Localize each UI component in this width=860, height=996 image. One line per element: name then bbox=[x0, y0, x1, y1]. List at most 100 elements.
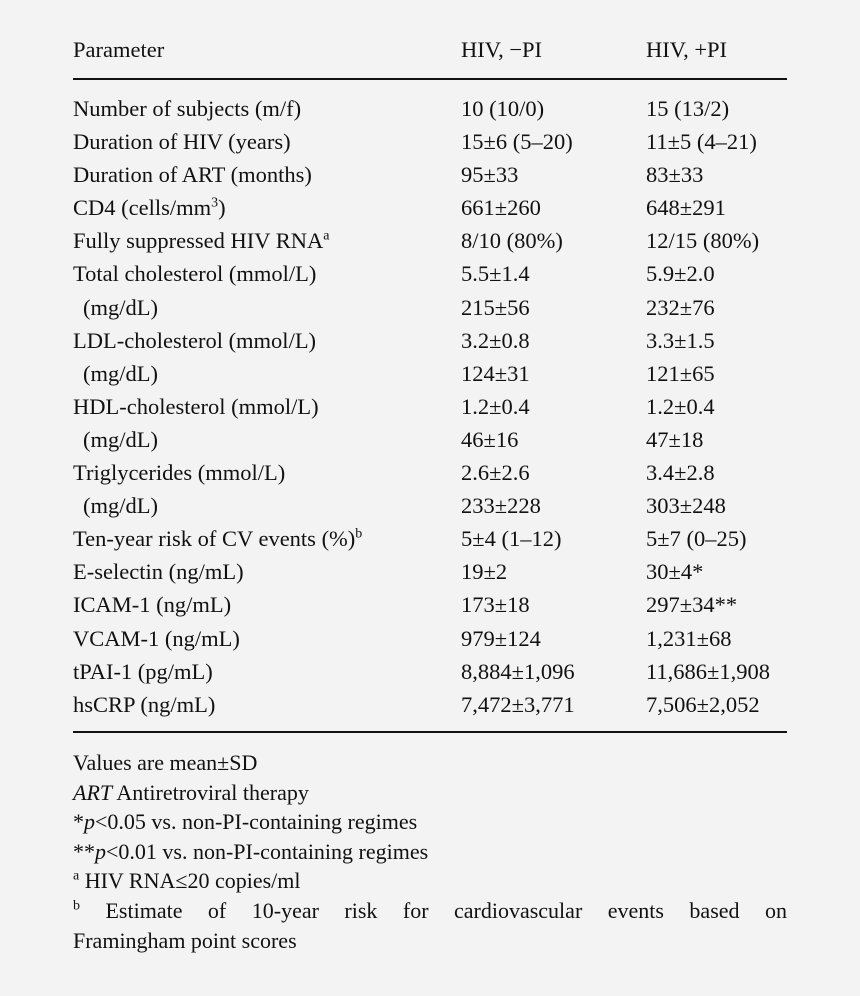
row-parameter-text: Duration of ART (months) bbox=[73, 162, 312, 188]
row-value-minus-pi: 661±260 bbox=[461, 195, 541, 221]
table-footnotes: Values are mean±SD ART Antiretroviral th… bbox=[73, 748, 787, 955]
row-value-minus-pi: 215±56 bbox=[461, 294, 530, 320]
row-parameter-label: Duration of ART (months) bbox=[73, 162, 312, 187]
table-row: tPAI-1 (pg/mL) 8,884±1,096 11,686±1,908 bbox=[73, 655, 787, 688]
row-parameter-label: E-selectin (ng/mL) bbox=[73, 559, 244, 584]
row-parameter-text: Duration of HIV (years) bbox=[73, 129, 291, 155]
row-parameter-text: HDL-cholesterol (mmol/L) bbox=[73, 393, 319, 419]
row-parameter-text: ICAM-1 (ng/mL) bbox=[73, 592, 232, 618]
table-row: HDL-cholesterol (mmol/L) 1.2±0.4 1.2±0.4 bbox=[73, 390, 787, 423]
table-row: CD4 (cells/mm3) 661±260 648±291 bbox=[73, 191, 787, 224]
table-row: hsCRP (ng/mL) 7,472±3,771 7,506±2,052 bbox=[73, 688, 787, 721]
table-row: Fully suppressed HIV RNAa 8/10 (80%) 12/15… bbox=[73, 224, 787, 257]
row-parameter-cell: E-selectin (ng/mL) bbox=[73, 555, 461, 588]
row-value-plus-pi: 12/15 (80%) bbox=[646, 228, 760, 254]
row-parameter-cell: ICAM-1 (ng/mL) bbox=[73, 588, 461, 621]
row-parameter-cell: LDL-cholesterol (mmol/L) bbox=[73, 324, 461, 357]
footnote-b-continued: Framingham point scores bbox=[73, 927, 297, 953]
row-parameter-text: (mg/dL) bbox=[83, 294, 158, 320]
row-parameter-label: CD4 (cells/mm3) bbox=[73, 195, 226, 220]
row-parameter-superscript: a bbox=[323, 228, 330, 244]
table-row: (mg/dL) 215±56 232±76 bbox=[73, 291, 787, 324]
footnote-p01-p: p bbox=[95, 838, 106, 864]
row-value-minus-pi: 15±6 (5–20) bbox=[461, 129, 573, 155]
row-value-minus-pi: 10 (10/0) bbox=[461, 96, 545, 121]
row-parameter-label: (mg/dL) bbox=[73, 291, 158, 324]
row-parameter-text: E-selectin (ng/mL) bbox=[73, 559, 244, 585]
row-parameter-text: tPAI-1 (pg/mL) bbox=[73, 658, 213, 684]
row-parameter-cell: (mg/dL) bbox=[73, 423, 461, 456]
row-parameter-label: tPAI-1 (pg/mL) bbox=[73, 659, 213, 684]
table-row: Number of subjects (m/f) 10 (10/0) 15 (13/… bbox=[73, 78, 787, 125]
table-row: Ten-year risk of CV events (%)b 5±4 (1–12… bbox=[73, 522, 787, 555]
row-parameter-text: Triglycerides (mmol/L) bbox=[73, 460, 286, 486]
footnote-b: b Estimate of 10-year risk for cardiovas… bbox=[73, 896, 787, 926]
table-row: Duration of HIV (years) 15±6 (5–20) 11±5 (… bbox=[73, 125, 787, 158]
row-value-plus-pi: 1.2±0.4 bbox=[646, 393, 715, 419]
row-parameter-superscript: b bbox=[355, 526, 363, 542]
row-value-plus-pi: 5.9±2.0 bbox=[646, 261, 715, 287]
row-value-plus-pi: 3.3±1.5 bbox=[646, 327, 715, 353]
row-parameter-text-end: ) bbox=[218, 195, 226, 221]
footnote-a-text: HIV RNA≤20 copies/ml bbox=[79, 868, 301, 894]
footnote-p01: **p<0.01 vs. non-PI-containing regimes bbox=[73, 837, 787, 867]
table-row: Triglycerides (mmol/L) 2.6±2.6 3.4±2.8 bbox=[73, 456, 787, 489]
row-parameter-text: CD4 (cells/mm bbox=[73, 195, 212, 221]
row-parameter-cell: hsCRP (ng/mL) bbox=[73, 688, 461, 721]
row-parameter-cell: (mg/dL) bbox=[73, 489, 461, 522]
footnote-art: ART Antiretroviral therapy bbox=[73, 778, 787, 808]
row-parameter-text: (mg/dL) bbox=[83, 493, 158, 519]
row-parameter-text: Ten-year risk of CV events (%) bbox=[73, 526, 356, 552]
row-value-plus-pi: 15 (13/2) bbox=[646, 96, 730, 121]
footnote-values: Values are mean±SD bbox=[73, 750, 258, 775]
table-row: (mg/dL) 46±16 47±18 bbox=[73, 423, 787, 456]
row-value-minus-pi: 124±31 bbox=[461, 360, 530, 386]
row-value-plus-pi: 30±4* bbox=[646, 559, 704, 585]
footnote-p05-star: * bbox=[73, 809, 84, 835]
row-value-minus-pi: 5.5±1.4 bbox=[461, 261, 530, 287]
row-parameter-text: (mg/dL) bbox=[83, 426, 158, 452]
row-value-minus-pi: 2.6±2.6 bbox=[461, 460, 530, 486]
table-row: LDL-cholesterol (mmol/L) 3.2±0.8 3.3±1.5 bbox=[73, 324, 787, 357]
table-row: Duration of ART (months) 95±33 83±33 bbox=[73, 158, 787, 191]
row-parameter-label: Duration of HIV (years) bbox=[73, 129, 291, 154]
row-value-minus-pi: 979±124 bbox=[461, 625, 541, 651]
row-parameter-text: Total cholesterol (mmol/L) bbox=[73, 261, 317, 287]
footnote-p05: *p<0.05 vs. non-PI-containing regimes bbox=[73, 807, 787, 837]
row-parameter-label: LDL-cholesterol (mmol/L) bbox=[73, 328, 316, 353]
row-parameter-cell: tPAI-1 (pg/mL) bbox=[73, 655, 461, 688]
row-parameter-text: LDL-cholesterol (mmol/L) bbox=[73, 327, 317, 353]
footnote-p05-text: <0.05 vs. non-PI-containing regimes bbox=[95, 809, 418, 835]
table-row: E-selectin (ng/mL) 19±2 30±4* bbox=[73, 555, 787, 588]
header-hiv-minus-pi: HIV, −PI bbox=[461, 37, 543, 62]
row-parameter-cell: Number of subjects (m/f) bbox=[73, 78, 461, 125]
row-parameter-cell: CD4 (cells/mm3) bbox=[73, 191, 461, 224]
row-parameter-label: HDL-cholesterol (mmol/L) bbox=[73, 394, 319, 419]
row-parameter-label: ICAM-1 (ng/mL) bbox=[73, 592, 231, 617]
table-row: ICAM-1 (ng/mL) 173±18 297±34** bbox=[73, 588, 787, 621]
row-value-plus-pi: 648±291 bbox=[646, 195, 726, 221]
footnote-p01-text: <0.01 vs. non-PI-containing regimes bbox=[106, 838, 429, 864]
row-value-plus-pi: 11,686±1,908 bbox=[646, 658, 771, 684]
footnote-b-text-1: Estimate of 10-year risk for cardiovascu… bbox=[80, 897, 787, 923]
row-value-plus-pi: 83±33 bbox=[646, 162, 704, 188]
row-parameter-label: (mg/dL) bbox=[73, 357, 158, 390]
row-parameter-label: Fully suppressed HIV RNAa bbox=[73, 228, 329, 253]
row-parameter-text: hsCRP (ng/mL) bbox=[73, 691, 216, 717]
table-row: (mg/dL) 124±31 121±65 bbox=[73, 357, 787, 390]
row-parameter-text: (mg/dL) bbox=[83, 360, 158, 386]
row-value-plus-pi: 232±76 bbox=[646, 294, 715, 320]
header-hiv-plus-pi: HIV, +PI bbox=[646, 37, 728, 62]
row-parameter-text: Number of subjects (m/f) bbox=[73, 96, 302, 121]
row-parameter-label: Total cholesterol (mmol/L) bbox=[73, 261, 316, 286]
row-value-minus-pi: 3.2±0.8 bbox=[461, 327, 530, 353]
row-parameter-label: Triglycerides (mmol/L) bbox=[73, 460, 285, 485]
row-parameter-label: (mg/dL) bbox=[73, 423, 158, 456]
row-parameter-cell: (mg/dL) bbox=[73, 357, 461, 390]
row-parameter-text: Fully suppressed HIV RNA bbox=[73, 228, 324, 254]
row-parameter-cell: VCAM-1 (ng/mL) bbox=[73, 622, 461, 655]
row-value-plus-pi: 303±248 bbox=[646, 493, 726, 519]
row-parameter-cell: Fully suppressed HIV RNAa bbox=[73, 224, 461, 257]
row-parameter-superscript: 3 bbox=[211, 195, 219, 211]
